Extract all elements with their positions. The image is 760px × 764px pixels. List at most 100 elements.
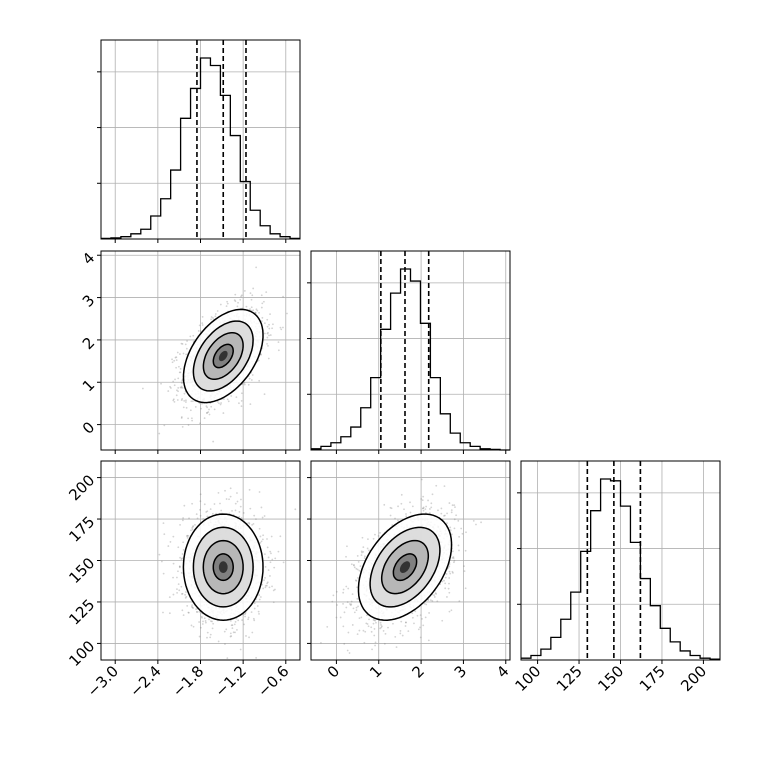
sample-point	[364, 630, 367, 633]
sample-point	[260, 294, 263, 297]
sample-point	[384, 632, 387, 635]
sample-point	[181, 386, 184, 389]
sample-point	[249, 308, 251, 310]
sample-point	[234, 509, 237, 512]
sample-point	[261, 516, 264, 519]
sample-point	[356, 555, 359, 557]
sample-point	[177, 570, 179, 573]
sample-point	[204, 621, 207, 624]
sample-point	[449, 572, 452, 575]
sample-point	[413, 622, 415, 625]
sample-point	[360, 550, 363, 553]
sample-point	[201, 402, 203, 405]
sample-point	[294, 508, 297, 511]
sample-point	[182, 548, 185, 551]
sample-point	[427, 599, 430, 601]
sample-point	[194, 523, 196, 526]
sample-point	[211, 620, 213, 623]
sample-point	[251, 374, 254, 376]
sample-point	[268, 586, 271, 589]
sample-point	[368, 549, 370, 552]
sample-point	[250, 298, 253, 301]
sample-point	[348, 652, 351, 654]
sample-point	[168, 596, 171, 599]
sample-point	[243, 623, 245, 626]
sample-point	[216, 400, 219, 403]
sample-point	[258, 612, 260, 615]
sample-point	[463, 565, 465, 568]
sample-point	[444, 582, 447, 585]
sample-point	[162, 522, 165, 525]
sample-point	[251, 294, 254, 297]
sample-point	[397, 505, 399, 508]
sample-point	[273, 566, 276, 569]
sample-point	[280, 328, 283, 331]
sample-point	[178, 371, 181, 374]
sample-point	[252, 309, 255, 312]
sample-point	[196, 610, 198, 613]
sample-point	[187, 424, 190, 426]
sample-point	[234, 621, 237, 623]
x-tick-label: 2	[408, 662, 427, 681]
sample-point	[374, 533, 376, 536]
sample-point	[269, 313, 271, 316]
sample-point	[183, 504, 186, 507]
sample-point	[188, 517, 190, 520]
sample-point	[176, 351, 179, 354]
sample-point	[263, 332, 266, 335]
sample-point	[212, 440, 215, 443]
contour-line	[357, 513, 453, 621]
sample-point	[279, 535, 282, 538]
sample-point	[270, 535, 273, 538]
sample-point	[353, 563, 355, 566]
sample-point	[185, 347, 188, 350]
sample-point	[181, 397, 184, 400]
sample-point	[269, 575, 271, 577]
x-tick-label: 1	[366, 662, 385, 681]
sample-point	[187, 417, 190, 420]
sample-point	[390, 507, 393, 510]
sample-point	[182, 541, 185, 544]
sample-point	[380, 625, 383, 628]
sample-point	[162, 611, 164, 614]
sample-point	[400, 620, 403, 623]
sample-point	[366, 614, 368, 617]
sample-point	[199, 493, 202, 496]
sample-point	[180, 585, 183, 588]
sample-point	[422, 624, 425, 627]
sample-point	[419, 614, 422, 617]
sample-point	[363, 557, 366, 559]
sample-point	[220, 509, 223, 512]
sample-point	[372, 622, 375, 625]
sample-point	[342, 588, 345, 591]
sample-point	[257, 359, 260, 362]
sample-point	[180, 416, 183, 418]
sample-point	[401, 634, 404, 637]
sample-point	[355, 567, 358, 570]
sample-point	[453, 504, 456, 507]
sample-point	[460, 527, 463, 530]
sample-point	[226, 300, 229, 303]
sample-point	[395, 646, 398, 649]
sample-point	[211, 627, 214, 630]
sample-point	[277, 349, 280, 352]
panel-content	[320, 478, 482, 654]
sample-point	[191, 400, 194, 403]
sample-point	[279, 326, 282, 329]
sample-point	[392, 622, 394, 625]
sample-point	[451, 570, 454, 573]
sample-point	[206, 411, 209, 414]
sample-point	[210, 405, 213, 408]
sample-point	[451, 550, 454, 553]
sample-point	[178, 565, 181, 568]
sample-point	[262, 534, 265, 537]
sample-point	[239, 298, 242, 301]
sample-point	[379, 532, 381, 534]
sample-point	[339, 616, 342, 619]
sample-point	[441, 619, 444, 622]
sample-point	[336, 604, 338, 606]
scatter-panel-1-2	[310, 460, 511, 661]
scatter-panel-0-1	[100, 250, 301, 451]
sample-point	[182, 614, 185, 616]
